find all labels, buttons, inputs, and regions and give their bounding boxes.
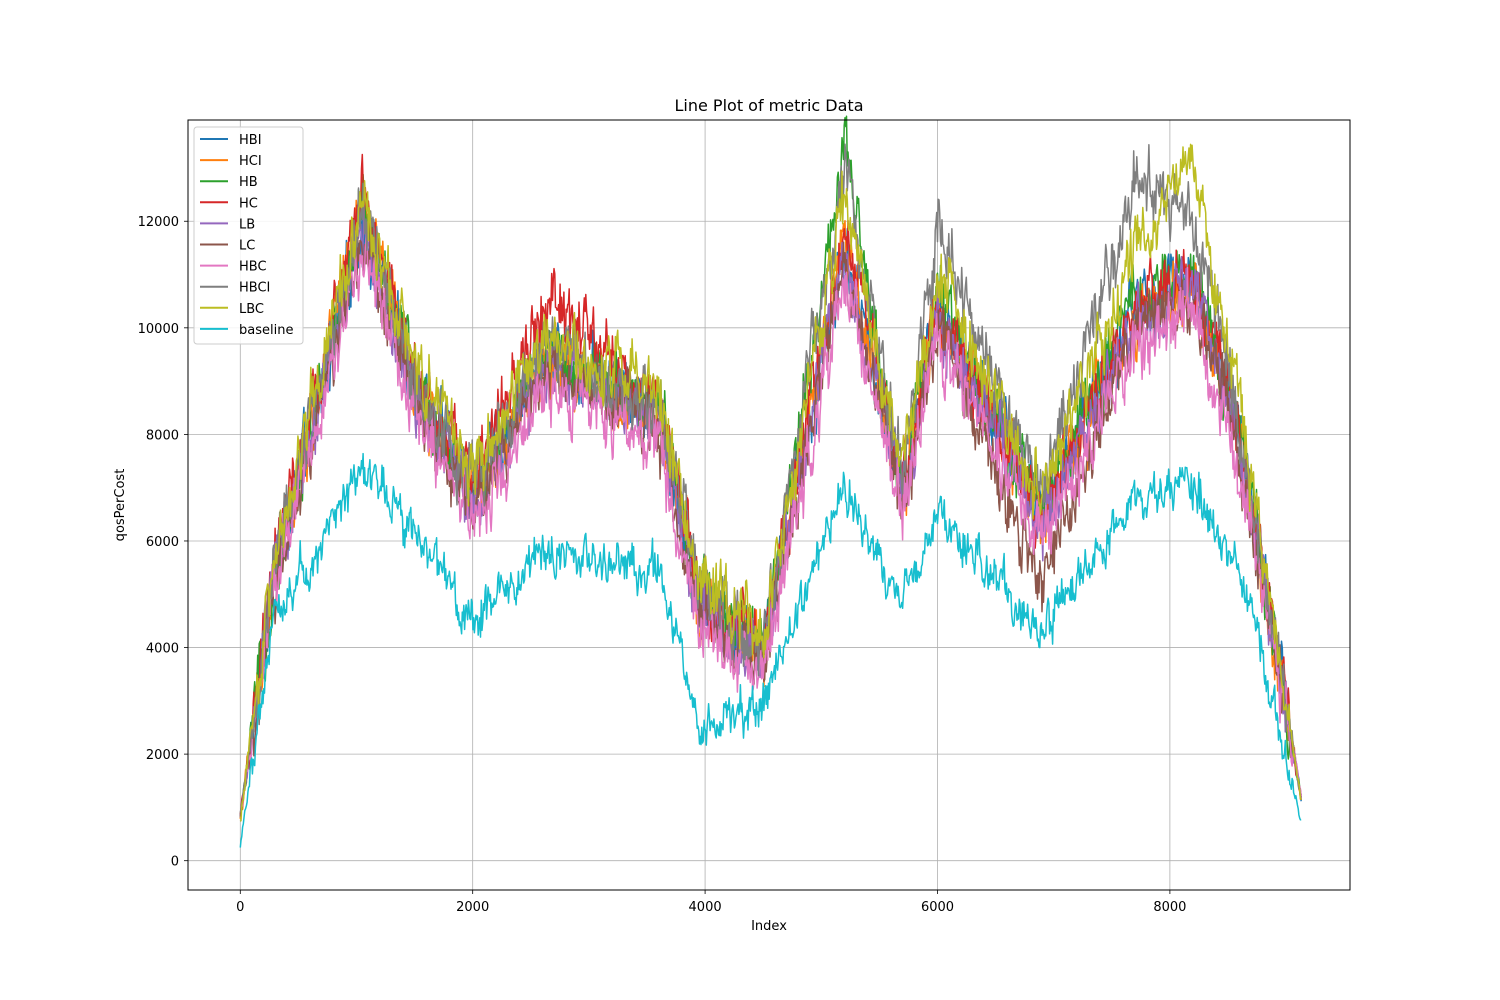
y-tick-label: 12000 (138, 215, 179, 230)
legend-label-lbc: LBC (239, 302, 264, 317)
legend-label-hbci: HBCI (239, 281, 270, 296)
legend-label-baseline: baseline (239, 323, 293, 338)
legend-label-lc: LC (239, 239, 255, 254)
y-tick-label: 10000 (138, 322, 179, 337)
series-line-lbc (239, 143, 1302, 822)
plot-frame (187, 119, 1351, 891)
y-tick-label: 8000 (146, 428, 179, 443)
x-tick-label: 8000 (1153, 900, 1186, 915)
plot-series-group (239, 115, 1302, 848)
x-axis-label: Index (751, 919, 787, 934)
y-tick-label: 4000 (146, 642, 179, 657)
series-line-hbc (239, 234, 1302, 812)
y-axis-label: qosPerCost (113, 469, 128, 542)
legend-label-hbi: HBI (239, 133, 262, 148)
x-tick-label: 2000 (456, 900, 489, 915)
chart-title: Line Plot of metric Data (675, 96, 864, 115)
x-tick-label: 6000 (921, 900, 954, 915)
y-tick-label: 2000 (146, 748, 179, 763)
series-line-baseline (239, 452, 1302, 848)
x-tick-label: 4000 (689, 900, 722, 915)
legend-label-hci: HCI (239, 154, 262, 169)
legend-label-hc: HC (239, 196, 258, 211)
y-tick-label: 0 (171, 855, 179, 870)
legend: HBI HCI HB HC LB LC HBC HBCI LBC baseline (193, 126, 304, 345)
y-tick-label: 6000 (146, 535, 179, 550)
legend-label-hbc: HBC (239, 260, 267, 275)
legend-label-hb: HB (239, 175, 258, 190)
axis-ticks: 0 2000 4000 6000 8000 0 2000 4000 6000 8000 10000 1… (138, 215, 1187, 915)
legend-label-lb: LB (239, 217, 255, 232)
x-tick-label: 0 (236, 900, 244, 915)
